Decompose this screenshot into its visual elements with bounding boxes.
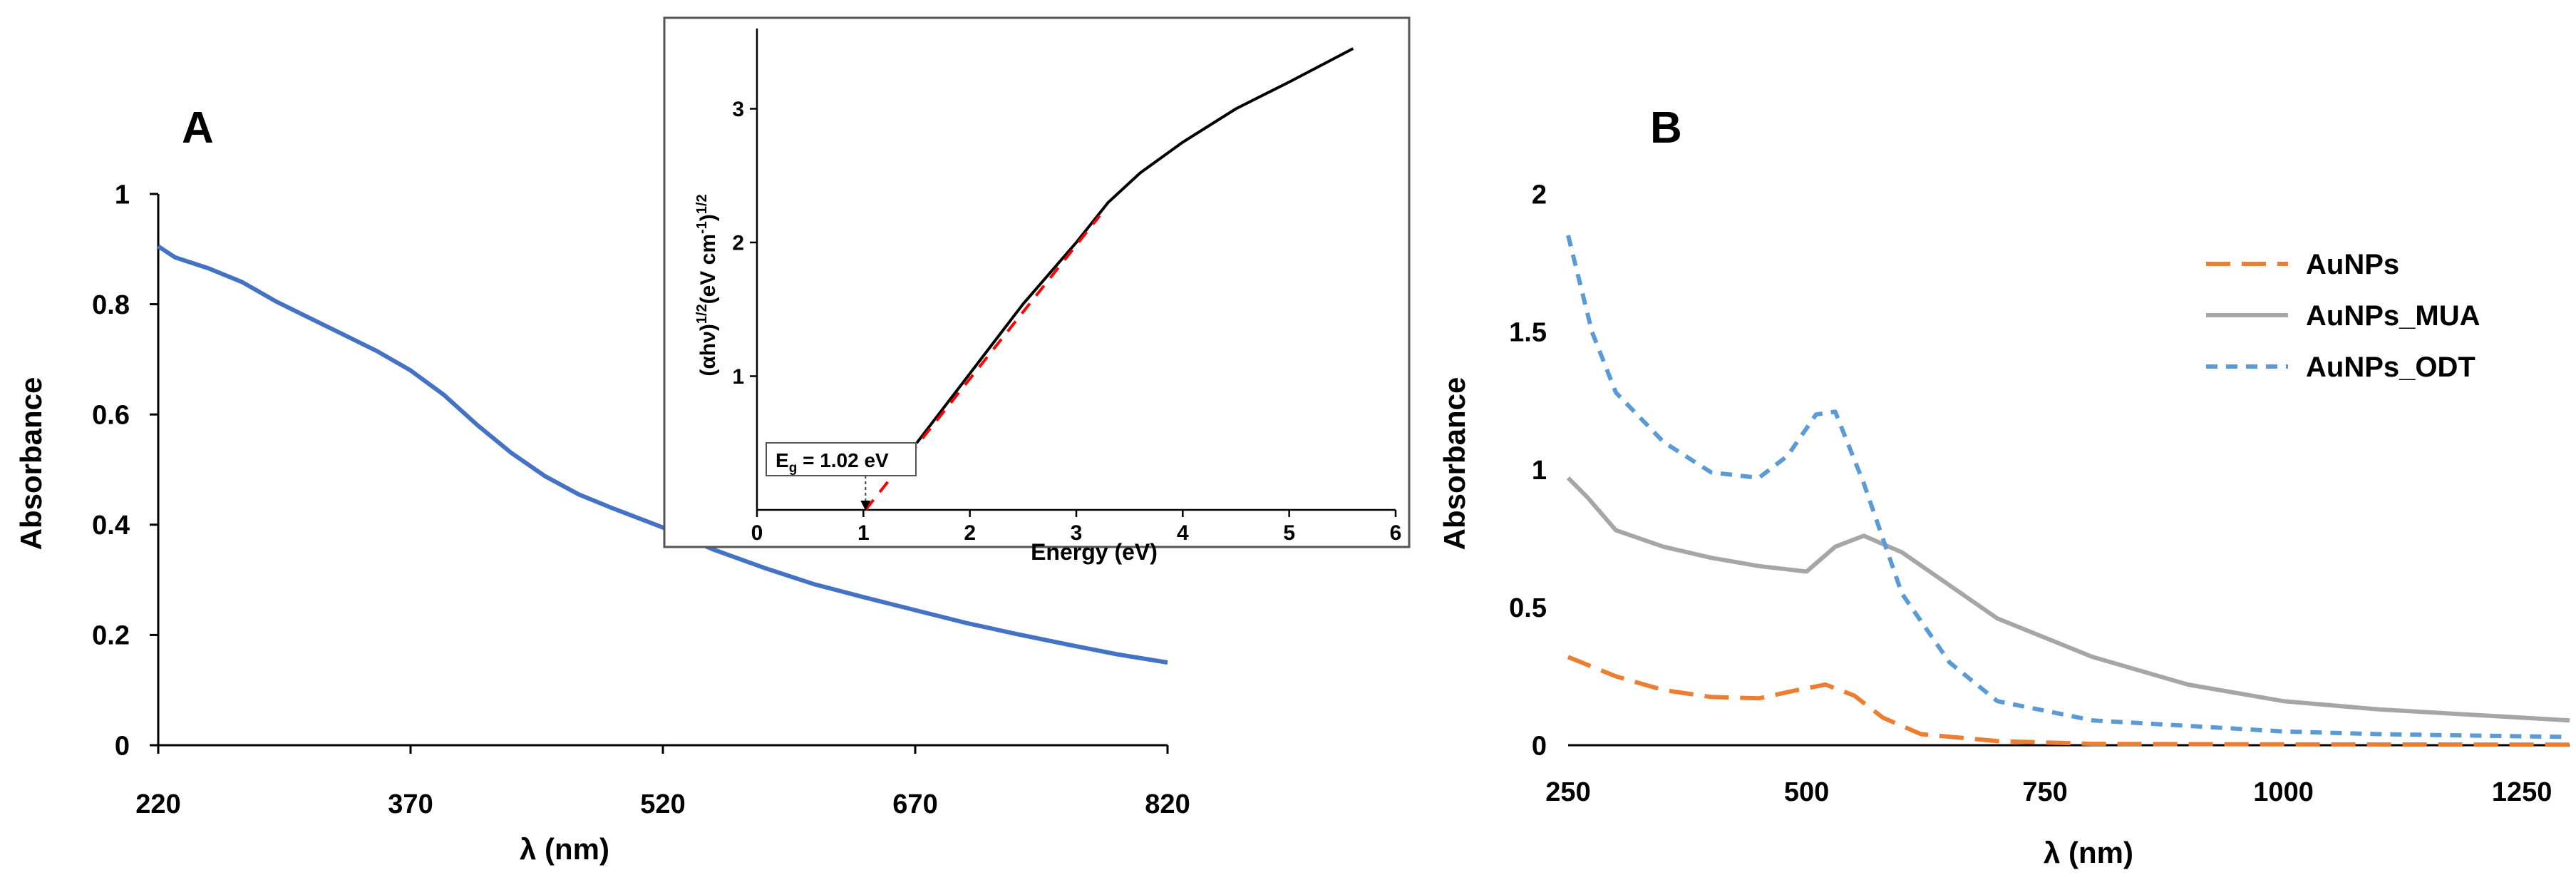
- x-tick-label: 2: [964, 521, 976, 545]
- y-tick-label: 0: [1532, 731, 1547, 761]
- y-tick-label: 0.5: [1509, 593, 1547, 623]
- x-tick-label: 500: [1784, 777, 1829, 807]
- x-tick-label: 520: [640, 789, 685, 819]
- panel-b-legend: AuNPs AuNPs_MUA AuNPs_ODT: [2206, 249, 2480, 383]
- x-tick-label: 1250: [2492, 777, 2552, 807]
- inset-x-axis-label: Energy (eV): [1031, 539, 1158, 565]
- panel-a-x-axis-label: λ (nm): [520, 832, 609, 866]
- x-tick-label: 220: [135, 789, 180, 819]
- panel-b-tick-labels: 250 500 750 1000 1250 0 0.5 1 1.5 2: [1509, 180, 2552, 807]
- y-tick-label: 3: [732, 98, 744, 121]
- x-tick-label: 750: [2022, 777, 2067, 807]
- x-tick-label: 670: [892, 789, 937, 819]
- eg-annotation-box: [766, 442, 917, 476]
- legend-label: AuNPs_ODT: [2306, 352, 2475, 383]
- x-tick-label: 1000: [2253, 777, 2314, 807]
- x-tick-label: 1: [857, 521, 870, 545]
- series-line-aunps-odt: [1566, 235, 2570, 740]
- panel-b-axes: [1568, 744, 2570, 747]
- panel-b-y-axis-label: Absorbance: [1438, 377, 1471, 551]
- inset-annotation: Eg = 1.02 eV: [766, 442, 917, 511]
- y-tick-label: 0.6: [92, 401, 130, 431]
- panel-b-x-axis-label: λ (nm): [2044, 836, 2133, 869]
- panel-label-b: B: [1650, 103, 1682, 153]
- x-tick-label: 0: [751, 521, 763, 545]
- inset-tauc-plot: 0 1 2 3 4 5 6 1 2 3 Eg = 1.02 eV Energy (eV) (αhν…: [663, 16, 1411, 565]
- y-tick-label: 1: [1532, 456, 1547, 486]
- inset-axes: [750, 29, 1397, 517]
- x-tick-label: 370: [388, 789, 433, 819]
- legend-label: AuNPs: [2306, 249, 2399, 280]
- x-tick-label: 820: [1145, 789, 1190, 819]
- y-tick-label: 0.4: [92, 511, 130, 541]
- x-tick-label: 4: [1177, 521, 1189, 545]
- panel-label-a: A: [182, 103, 214, 153]
- y-tick-label: 0.2: [92, 621, 130, 651]
- inset-tick-labels: 0 1 2 3 4 5 6 1 2 3: [732, 98, 1401, 545]
- y-tick-label: 2: [1532, 180, 1547, 210]
- panel-b-series: [1566, 235, 2570, 747]
- y-tick-label: 1.5: [1509, 318, 1547, 348]
- series-line-0: [157, 244, 1168, 665]
- series-line-0: [915, 47, 1354, 444]
- legend-label: AuNPs_MUA: [2306, 300, 2480, 332]
- panel-a-series: [157, 244, 1168, 665]
- x-tick-label: 6: [1390, 521, 1402, 545]
- x-tick-label: 5: [1283, 521, 1295, 545]
- y-tick-label: 1: [732, 365, 744, 389]
- y-tick-label: 0.8: [92, 290, 130, 320]
- series-line-aunps: [1567, 655, 2570, 747]
- y-tick-label: 1: [115, 180, 130, 210]
- panel-a-axes: [150, 193, 1169, 754]
- eg-marker-arrow: [860, 501, 871, 511]
- inset-y-axis-label: (αhν)1/2(eV cm-1)1/2: [694, 194, 720, 376]
- y-tick-label: 0: [115, 731, 130, 761]
- panel-b: B 250 500 750 1000 1250 0 0.5 1 1.5 2 AuNPs AuNPs_…: [1438, 103, 2570, 869]
- series-line-aunps-mua: [1566, 476, 2570, 723]
- x-tick-label: 250: [1545, 777, 1590, 807]
- panel-a-y-axis-label: Absorbance: [14, 377, 48, 551]
- y-tick-label: 2: [732, 232, 744, 255]
- series-line-1: [864, 215, 1101, 511]
- x-tick-label: 3: [1071, 521, 1083, 545]
- inset-series: [864, 47, 1354, 511]
- eg-annotation-text: Eg = 1.02 eV: [776, 449, 889, 476]
